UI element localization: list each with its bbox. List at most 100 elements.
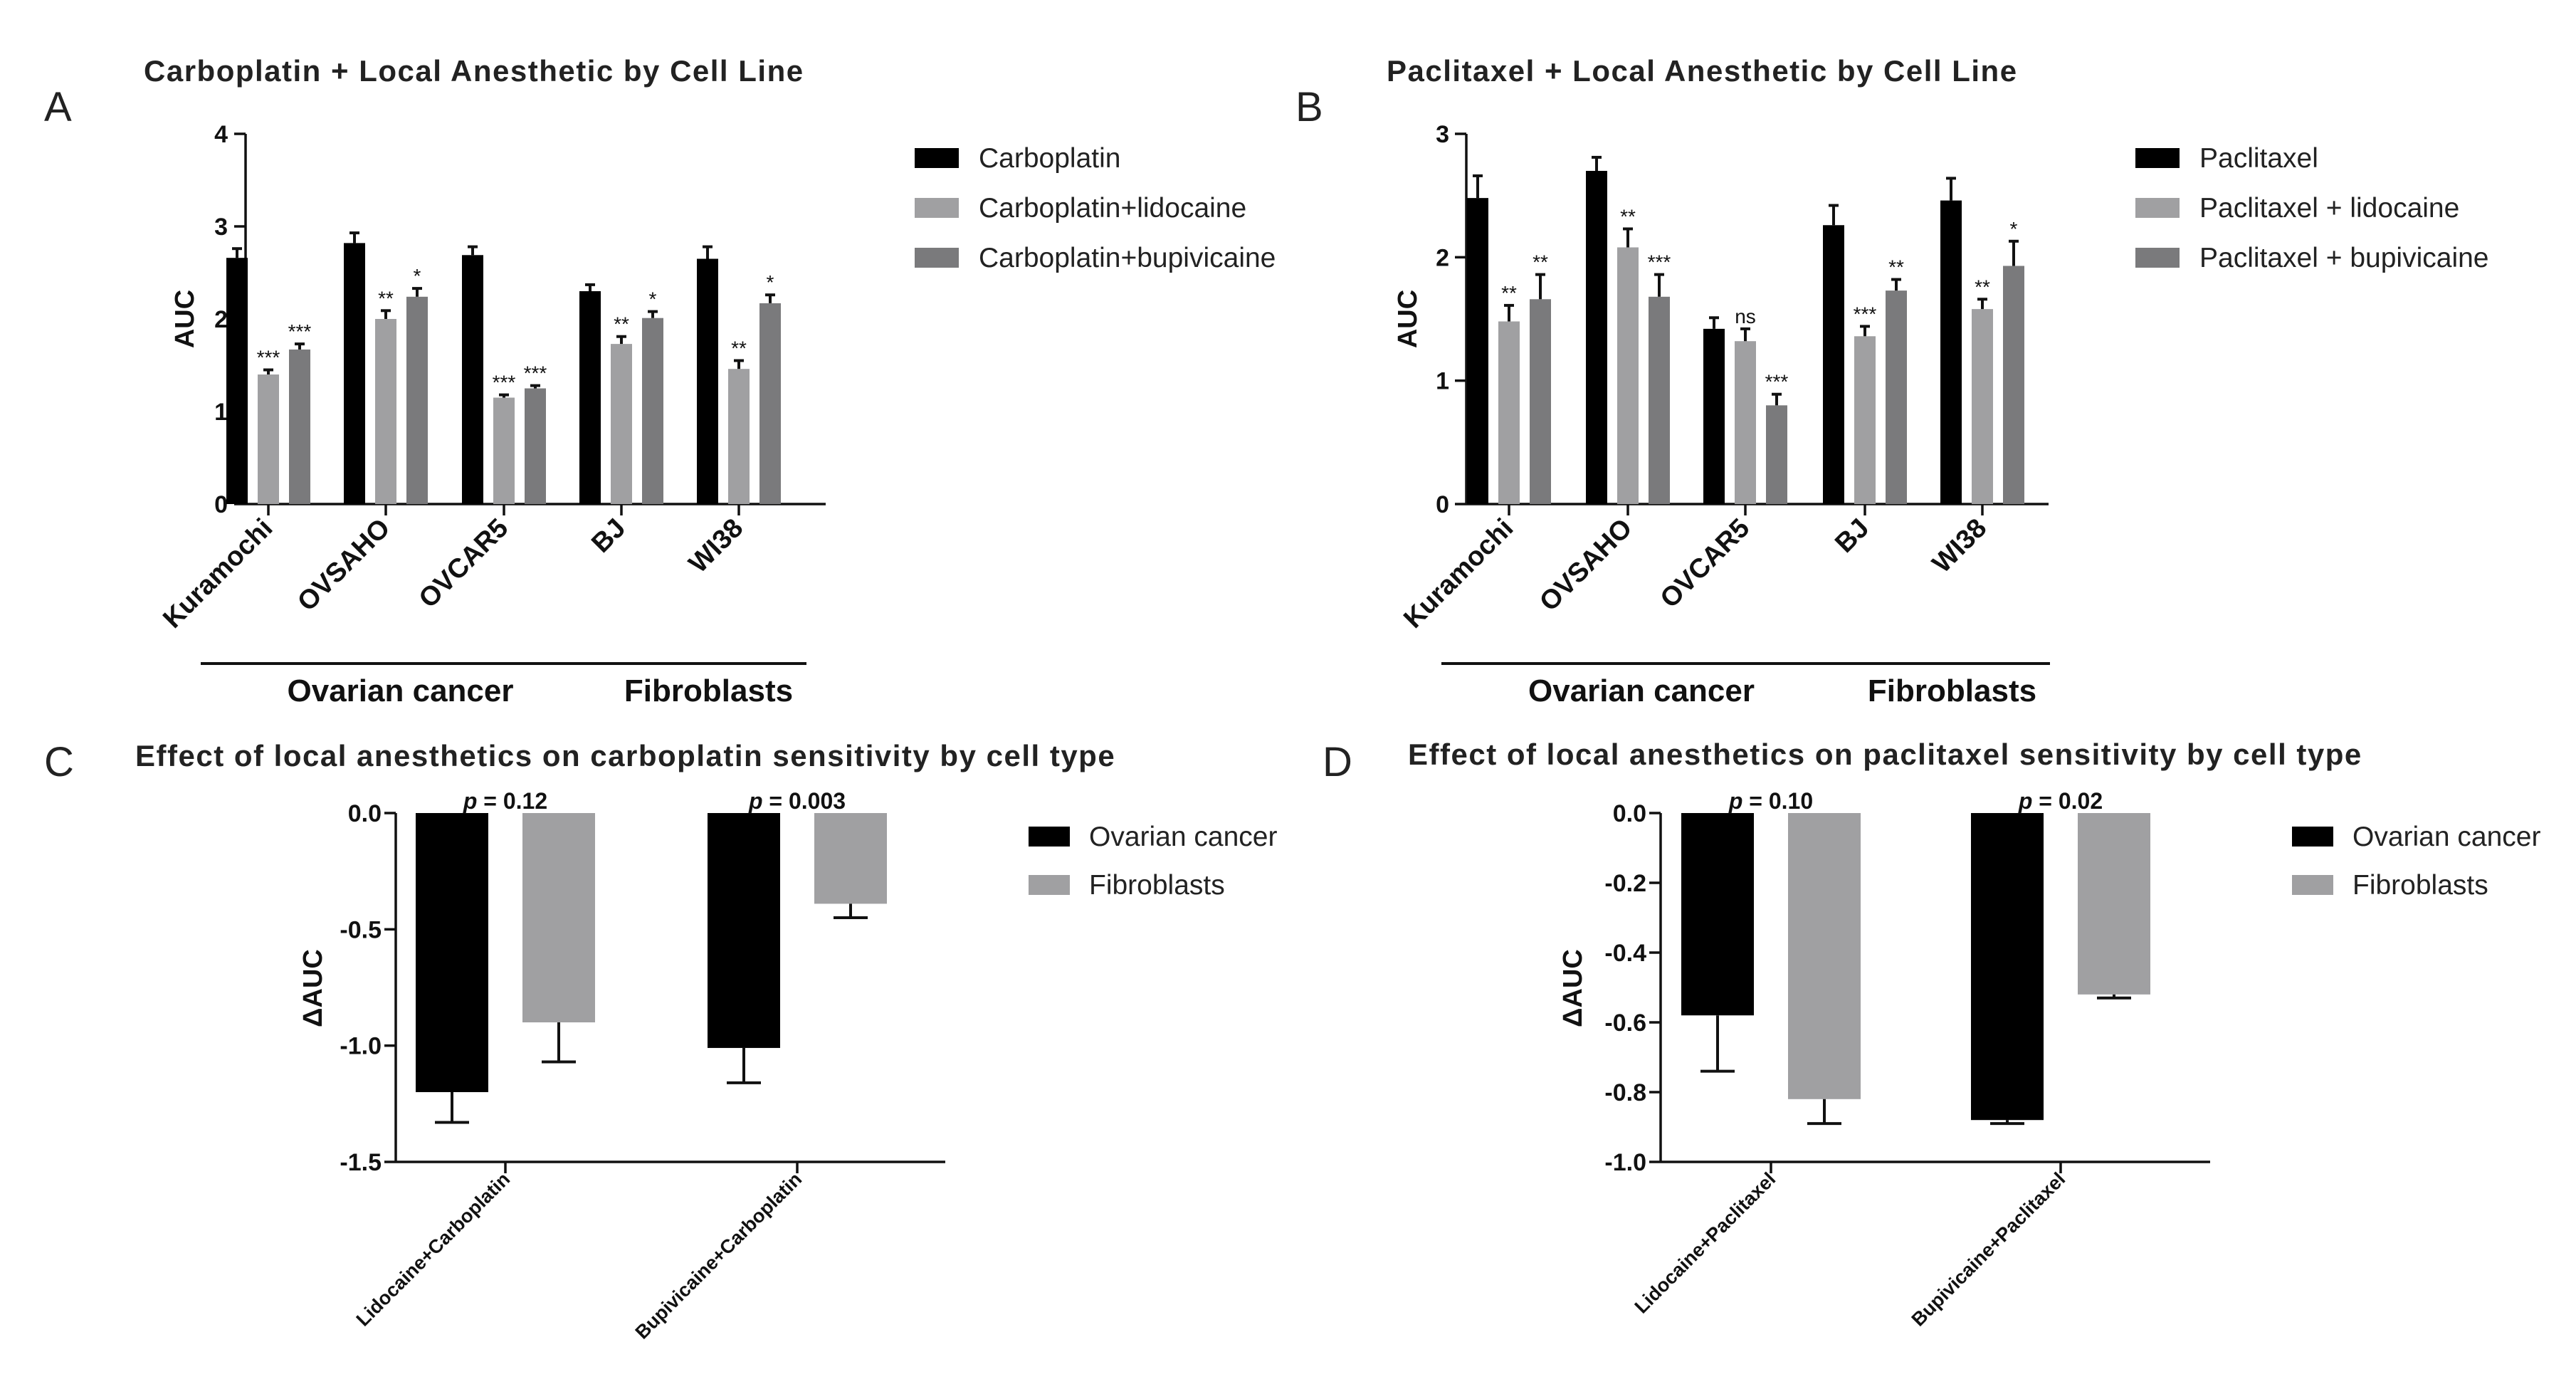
bar [522,813,595,1022]
x-category-label: OVCAR5 [414,513,515,614]
bar [759,303,781,504]
group-label: Ovarian cancer [288,674,514,708]
y-tick-label: 2 [1436,244,1449,271]
legend-swatch [915,248,959,268]
legend-swatch [915,198,959,218]
p-value: = 0.12 [477,788,547,814]
x-category-label: Lidocaine+Paclitaxel [1631,1168,1780,1318]
bar [1586,171,1607,504]
y-tick-label: -1.0 [1604,1149,1646,1176]
y-tick-label: -1.0 [340,1033,382,1060]
significance-label: ns [1735,305,1756,327]
legend-label: Paclitaxel + lidocaine [2199,193,2459,224]
bar [406,296,428,504]
legend-swatch [915,148,959,168]
bar [1823,225,1844,504]
chart-d: 0.0 -0.2 -0.4 -0.6 -0.8 -1.0Lidocaine+Paclita… [1604,788,2540,1331]
y-tick-label: 4 [214,121,228,148]
significance-label: ** [1533,251,1548,273]
bar [1649,296,1670,504]
x-category-label: Kuramochi [157,513,278,634]
p-symbol: p [748,788,763,814]
legend-swatch [2292,827,2333,847]
y-tick-label: -0.4 [1604,940,1646,967]
p-symbol: p [463,788,478,814]
significance-label: * [2010,218,2018,240]
x-category-label: Bupivicaine+Paclitaxel [1908,1168,2070,1331]
y-tick-label: 1 [1436,368,1449,395]
legend-swatch [2135,148,2180,168]
significance-label: *** [257,347,280,369]
bar [1617,247,1639,504]
legend-label: Ovarian cancer [2352,822,2540,852]
chart-a-title: Carboplatin + Local Anesthetic by Cell L… [144,54,804,88]
legend-swatch [1029,827,1070,847]
significance-label: * [649,288,657,310]
panel-letter-a: A [44,84,72,130]
legend-swatch [1029,875,1070,895]
panel-letter-d: D [1323,739,1352,785]
legend-label: Carboplatin [979,143,1120,174]
significance-label: ** [1501,282,1517,304]
legend-swatch [2135,248,2180,268]
bar [1735,341,1756,504]
bar [579,291,601,504]
y-tick-label: -0.6 [1604,1010,1646,1037]
bar [416,813,488,1092]
x-category-label: Bupivicaine+Carboplatin [631,1168,806,1343]
x-category-label: Kuramochi [1398,513,1519,634]
chart-c-title: Effect of local anesthetics on carboplat… [135,739,1115,772]
bar [462,255,483,504]
p-symbol: p [1728,788,1743,814]
legend-swatch [2292,875,2333,895]
p-symbol: p [2018,788,2033,814]
y-tick-label: 2 [214,306,228,333]
bar [375,319,396,504]
y-tick-label: 3 [1436,121,1449,148]
p-value: = 0.003 [763,788,846,814]
chart-b-title: Paclitaxel + Local Anesthetic by Cell Li… [1387,54,2018,88]
bar [226,258,248,504]
panel-letter-b: B [1295,84,1323,130]
bar [258,374,279,504]
legend-label: Carboplatin+lidocaine [979,193,1246,224]
bar [708,813,780,1048]
bar [289,349,310,504]
y-tick-label: -1.5 [340,1149,382,1176]
y-tick-label: 0.0 [348,800,382,827]
x-category-label: Lidocaine+Carboplatin [352,1168,515,1331]
group-label: Fibroblasts [624,674,793,708]
bar [1971,813,2044,1121]
significance-label: ** [1888,256,1904,278]
bar [697,258,718,504]
chart-d-ylabel: ΔAUC [1558,949,1588,1027]
legend-label: Fibroblasts [1089,870,1225,901]
y-tick-label: 3 [214,214,228,241]
bar [814,813,887,904]
significance-label: * [767,271,774,293]
y-tick-label: 0 [1436,491,1449,518]
legend-label: Carboplatin+bupivicaine [979,243,1276,273]
bar [525,388,546,504]
significance-label: * [414,265,421,287]
x-category-label: BJ [1829,513,1875,559]
y-tick-label: 0 [214,491,228,518]
p-value: = 0.02 [2032,788,2103,814]
legend-label: Paclitaxel + bupivicaine [2199,243,2489,273]
chart-c-ylabel: ΔAUC [298,949,328,1027]
bar [1681,813,1754,1016]
chart-b-ylabel: AUC [1393,290,1423,348]
x-category-label: BJ [586,513,631,559]
x-category-label: OVSAHO [292,513,396,617]
chart-d-title: Effect of local anesthetics on paclitaxe… [1408,738,2362,771]
bar [1498,321,1520,504]
bar [2003,266,2024,504]
bar [611,344,632,504]
bar [1703,328,1725,504]
legend-label: Fibroblasts [2352,870,2488,901]
bar [1766,405,1787,504]
bar [1530,299,1551,504]
bar [1467,198,1488,504]
